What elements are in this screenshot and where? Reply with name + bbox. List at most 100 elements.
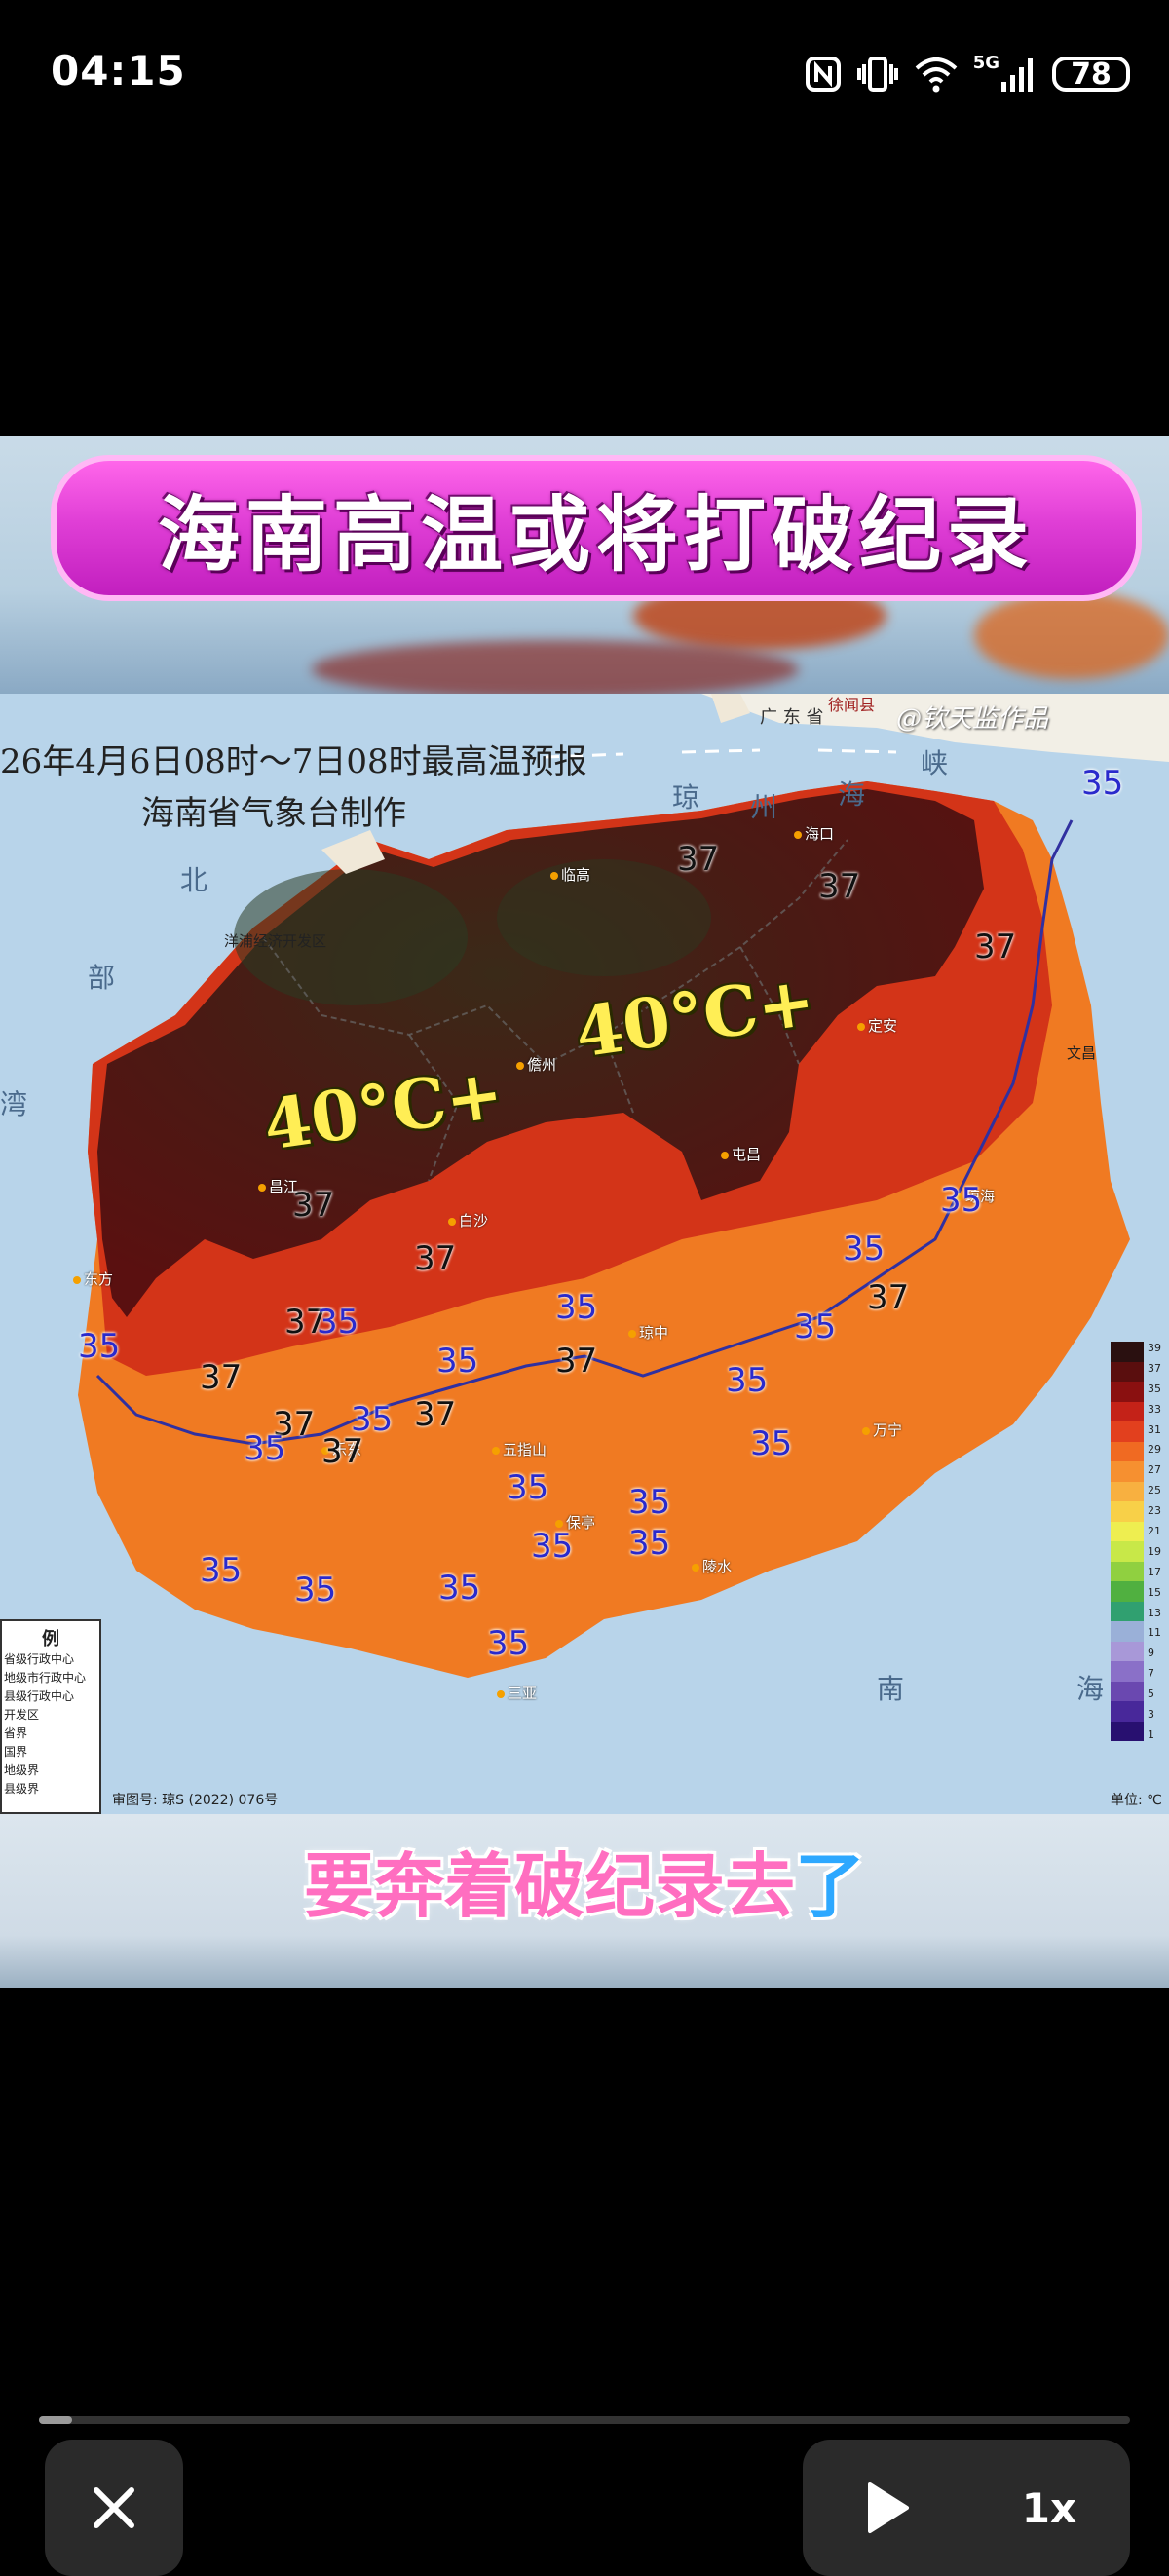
isotherm-35-label: 35: [628, 1524, 671, 1563]
isotherm-35-label: 35: [531, 1527, 574, 1566]
scale-swatch: [1111, 1382, 1144, 1402]
isotherm-35-label: 35: [244, 1429, 286, 1468]
legend-item: 开发区: [4, 1708, 40, 1722]
scale-swatch: [1111, 1421, 1144, 1442]
isotherm-35-label: 35: [843, 1230, 886, 1269]
city-wanning: 万宁: [862, 1420, 902, 1440]
isotherm-37-label: 37: [321, 1432, 364, 1471]
close-button[interactable]: [45, 2440, 183, 2576]
scale-swatch: [1111, 1601, 1144, 1621]
progress-fill: [39, 2416, 72, 2424]
isotherm-35-label: 35: [1081, 764, 1124, 803]
map-credit: @钦天监作品: [896, 704, 1049, 734]
sea-label: 海: [838, 778, 866, 811]
city-dongfang: 东方: [73, 1269, 113, 1289]
isotherm-35-label: 35: [351, 1400, 394, 1439]
sea-label: 州: [750, 791, 778, 823]
city-ledong: 乐东: [321, 1439, 361, 1459]
scale-swatch: [1111, 1441, 1144, 1461]
caption-main: 要奔着破纪录去: [303, 1845, 795, 1927]
vibrate-icon: [856, 57, 898, 92]
city-baisha: 白沙: [448, 1210, 488, 1231]
scale-label: 17: [1148, 1565, 1161, 1578]
map-subtitle: 海南省气象台制作: [141, 794, 406, 833]
legend-item: 县级行政中心: [4, 1689, 75, 1703]
status-icons: 5G 78: [804, 49, 1130, 99]
isotherm-37-label: 37: [974, 928, 1017, 966]
legend-item: 省级行政中心: [4, 1652, 75, 1666]
isotherm-35-label: 35: [78, 1327, 121, 1366]
status-time: 04:15: [51, 47, 186, 95]
scale-label: 1: [1148, 1727, 1154, 1741]
city-haikou: 海口: [794, 823, 834, 844]
legend-item: 地级界: [4, 1763, 40, 1777]
scale-label: 27: [1148, 1463, 1161, 1477]
isotherm-37-label: 37: [677, 840, 720, 879]
isotherm-37-label: 37: [273, 1405, 316, 1444]
isotherm-35-label: 35: [555, 1288, 598, 1327]
scale-label: 9: [1148, 1647, 1154, 1660]
isotherm-37-label: 37: [555, 1342, 598, 1381]
city-yangpu: 洋浦经济开发区: [224, 932, 327, 950]
isotherm-35-label: 35: [507, 1468, 549, 1507]
isotherm-35-label: 35: [294, 1571, 337, 1610]
city-danzhou: 儋州: [516, 1054, 556, 1075]
scale-swatch: [1111, 1561, 1144, 1581]
scale-swatch: [1111, 1621, 1144, 1642]
scale-label: 11: [1148, 1626, 1161, 1640]
playback-speed-button[interactable]: 1x: [1021, 2483, 1077, 2532]
scale-label: 13: [1148, 1606, 1161, 1619]
legend-item: 省界: [4, 1726, 28, 1740]
scale-swatch: [1111, 1401, 1144, 1421]
scale-label: 33: [1148, 1402, 1161, 1416]
scale-label: 23: [1148, 1504, 1161, 1518]
video-caption: 要奔着破纪录去了: [0, 1829, 1169, 1931]
playback-controls: 1x: [803, 2440, 1130, 2576]
scale-swatch: [1111, 1501, 1144, 1522]
legend-item: 地级市行政中心: [4, 1671, 87, 1685]
isotherm-35-label: 35: [750, 1424, 793, 1463]
isotherm-37-label: 37: [818, 867, 861, 906]
headline-banner: 海南高温或将打破纪录: [51, 455, 1142, 601]
isotherm-37-label: 37: [292, 1186, 335, 1225]
battery-level: 78: [1071, 57, 1112, 92]
scale-label: 3: [1148, 1708, 1154, 1722]
scale-label: 37: [1148, 1361, 1161, 1375]
isotherm-35-label: 35: [726, 1361, 769, 1400]
scale-swatch: [1111, 1361, 1144, 1382]
city-tunchang: 屯昌: [721, 1144, 761, 1164]
map-title: 26年4月6日08时～7日08时最高温预报: [0, 742, 587, 781]
scale-label: 35: [1148, 1382, 1161, 1395]
sea-label: 峡: [921, 747, 949, 779]
sea-label: 南: [877, 1673, 905, 1705]
isotherm-35-label: 35: [940, 1181, 983, 1220]
scale-label: 15: [1148, 1585, 1161, 1599]
scale-swatch: [1111, 1721, 1144, 1741]
play-icon[interactable]: [856, 2479, 915, 2537]
frame-background-bottom: [0, 1814, 1169, 1988]
progress-bar[interactable]: [39, 2416, 1130, 2424]
legend-item: 县级界: [4, 1782, 40, 1796]
isotherm-35-label: 35: [200, 1551, 243, 1590]
sea-label: 海: [1076, 1673, 1105, 1705]
scale-label: 29: [1148, 1443, 1161, 1457]
province-label: 广 东 省: [760, 707, 824, 728]
isotherm-37-label: 37: [867, 1278, 910, 1317]
scale-label: 5: [1148, 1687, 1154, 1701]
isotherm-37-label: 37: [414, 1239, 457, 1278]
close-icon: [94, 2487, 134, 2528]
map-shapes: [78, 694, 1169, 1678]
scale-label: 19: [1148, 1544, 1161, 1558]
city-lingao: 临高: [550, 864, 590, 885]
temperature-map: @钦天监作品 26年4月6日08时～7日08时最高温预报 海南省气象台制作 琼 …: [0, 694, 1169, 1814]
scale-label: 21: [1148, 1525, 1161, 1538]
legend-item: 国界: [4, 1745, 28, 1759]
city-dingan: 定安: [857, 1015, 897, 1036]
nfc-icon: [805, 57, 841, 92]
scale-swatch: [1111, 1661, 1144, 1682]
network-type: 5G: [972, 52, 999, 73]
video-frame[interactable]: 海南高温或将打破纪录: [0, 436, 1169, 1988]
color-scale: [1111, 1342, 1144, 1741]
isotherm-35-label: 35: [487, 1624, 530, 1663]
sea-label: 湾: [0, 1088, 28, 1120]
